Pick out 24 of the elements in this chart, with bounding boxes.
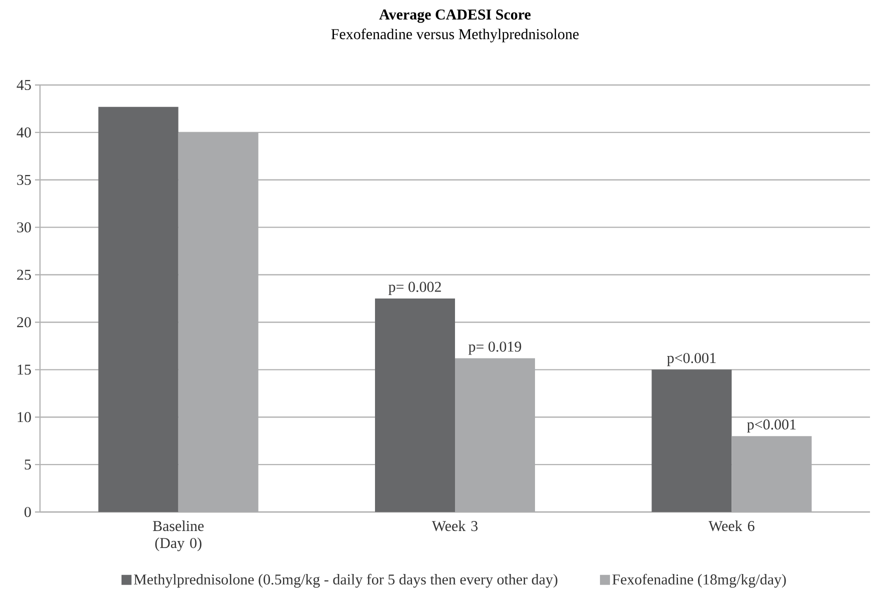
- x-tick-label: Week 3: [432, 520, 478, 532]
- bar: [98, 106, 178, 512]
- annotation: p= 0.019: [468, 342, 522, 355]
- y-tick-label: 15: [18, 364, 31, 375]
- legend-label: Methylprednisolone (0.5mg/kg - daily for 5 days then every other day): [134, 574, 558, 588]
- y-tick-label: 25: [17, 270, 31, 280]
- chart-title: Average CADESI Score: [379, 10, 531, 23]
- y-tick-label: 20: [17, 317, 31, 328]
- bar: [652, 370, 732, 512]
- y-tick-label: 30: [17, 222, 31, 232]
- annotation: p<0.001: [667, 352, 716, 366]
- y-tick-label: 40: [16, 127, 31, 138]
- y-tick-label: 10: [18, 412, 31, 422]
- y-tick-label: 5: [24, 460, 31, 470]
- annotation: p<0.001: [747, 419, 796, 433]
- chart-subtitle: Fexofenadine versus Methylprednisolone: [331, 28, 579, 42]
- y-tick-label: 45: [16, 80, 31, 90]
- y-tick-label: 0: [24, 506, 31, 518]
- x-tick-label: Baseline (Day 0): [152, 520, 204, 552]
- x-tick-label: Week 6: [708, 520, 754, 532]
- y-tick-label: 35: [17, 174, 31, 185]
- legend-label: Fexofenadine (18mg/kg/day): [612, 574, 786, 588]
- annotation: p= 0.002: [388, 282, 441, 295]
- bar: [375, 298, 456, 512]
